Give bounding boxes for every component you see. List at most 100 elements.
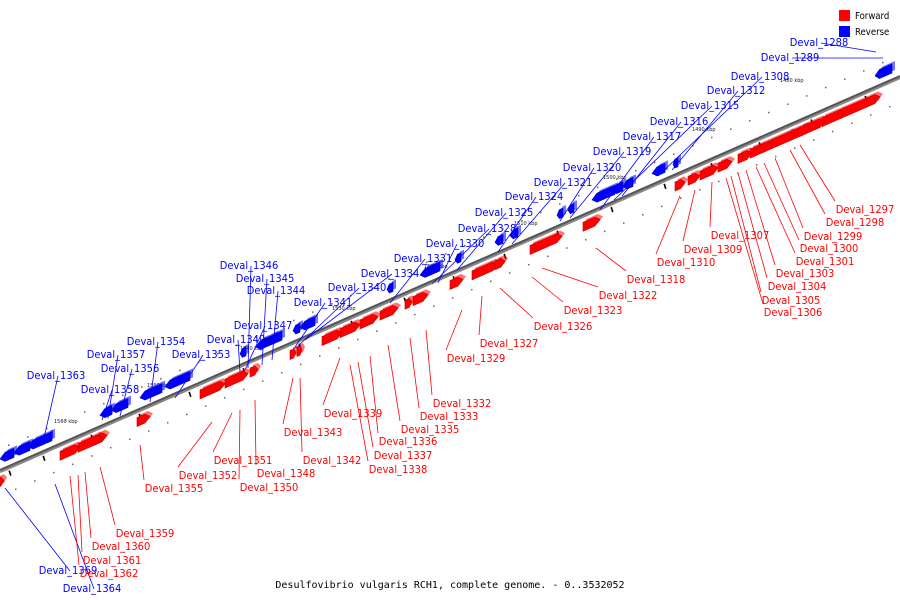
feature-dot [217, 353, 219, 355]
feature-dot [718, 180, 720, 183]
feature-dot [46, 427, 48, 430]
feature-dot [813, 139, 815, 141]
leader-line-reverse [244, 325, 266, 371]
feature-dot [711, 136, 713, 139]
gene-label-forward: Deval_1322 [599, 289, 658, 302]
feature-dot [870, 114, 872, 116]
gene-labels: Deval_1288 Deval_1289 Deval_1308Deval_1312… [27, 36, 895, 595]
gene-arrow-forward-9 [699, 162, 721, 181]
genome-backbone-shadow [0, 76, 900, 474]
gene-arrow-forward-21 [359, 311, 381, 330]
leader-line-reverse [497, 196, 537, 253]
feature-dot [167, 421, 169, 424]
leader-line-reverse [4, 487, 71, 572]
gene-arrow-forward-11 [674, 176, 688, 192]
gene-arrow-forward-16 [494, 255, 508, 271]
feature-dot [224, 397, 226, 399]
feature-dot [34, 480, 36, 482]
gene-label-reverse: Deval_1312 [707, 84, 766, 97]
feature-dot [844, 78, 846, 81]
leader-line-forward [709, 181, 713, 228]
feature-dot [483, 236, 485, 239]
feature-dot [262, 380, 264, 382]
gene-label-reverse: Deval_1330 [426, 237, 485, 250]
feature-dot [585, 238, 587, 241]
gene-arrow-reverse-31 [35, 429, 53, 446]
feature-dot [680, 197, 682, 199]
gene-arrow-forward-33 [0, 474, 7, 487]
gene-label-reverse: Deval_1331 [394, 252, 453, 265]
gene-arrow-forward-7 [737, 147, 755, 164]
gene-arrow-reverse-2 [881, 61, 895, 76]
axis-tick-mark [663, 183, 667, 190]
feature-dot [205, 405, 207, 407]
gene-arrow-reverse-3 [651, 160, 668, 177]
feature-dot [806, 95, 808, 97]
gene-label-reverse: Deval_1369 [39, 564, 98, 577]
leader-line-forward [425, 329, 433, 396]
gene-label-forward: Deval_1337 [374, 449, 433, 462]
gene-label-reverse: Deval_1328 [458, 222, 517, 235]
genome-caption: Desulfovibrio vulgaris RCH1, complete ge… [275, 580, 624, 591]
leader-line-reverse [820, 42, 877, 53]
leader-line-forward [282, 377, 294, 425]
gene-arrow-forward-32 [59, 441, 83, 461]
feature-dot [255, 336, 257, 338]
leader-line-forward [499, 287, 534, 319]
gene-label-reverse: Deval_1315 [681, 99, 740, 112]
gene-label-forward: Deval_1329 [447, 352, 506, 365]
axis-tick-label: 1490 kbp [692, 127, 716, 133]
feature-dot [699, 189, 701, 191]
leader-line-forward [789, 149, 826, 215]
feature-dot [27, 436, 29, 438]
leader-line-reverse [54, 483, 95, 590]
feature-dot [692, 145, 694, 147]
gene-arrow-reverse-15 [386, 279, 396, 294]
feature-dot [642, 214, 644, 216]
gene-label-forward: Deval_1326 [534, 320, 593, 333]
gene-label-forward: Deval_1298 [826, 216, 885, 229]
feature-dot [566, 247, 568, 249]
gene-arrow-reverse-17 [292, 320, 303, 335]
feature-dot [604, 230, 606, 233]
feature-dot [654, 161, 656, 164]
feature-dot [8, 444, 10, 446]
feature-dot [129, 438, 131, 441]
leader-line-forward [77, 474, 83, 553]
leader-line-forward [322, 357, 341, 406]
gene-arrow-reverse-10 [509, 224, 521, 240]
feature-dot [300, 363, 302, 366]
feature-dot [186, 413, 188, 416]
gene-label-forward: Deval_1351 [214, 454, 273, 467]
feature-dot [597, 186, 599, 189]
gene-label-reverse: Deval_1316 [650, 115, 709, 128]
axis-tick-label: 1560 kbp [54, 419, 78, 425]
gene-label-forward: Deval_1323 [564, 304, 623, 317]
gene-label-forward: Deval_1355 [145, 482, 204, 495]
gene-arrow-forward-20 [379, 302, 401, 321]
feature-dot [882, 61, 884, 64]
leader-line-reverse [456, 212, 507, 271]
gene-arrow-reverse-29 [13, 438, 33, 456]
leader-line-forward [357, 361, 374, 448]
feature-dot [832, 130, 834, 133]
gene-label-forward: Deval_1297 [836, 203, 895, 216]
gene-label-forward: Deval_1327 [480, 337, 539, 350]
gene-label-forward: Deval_1300 [800, 242, 859, 255]
gene-arrow-reverse-16 [299, 313, 318, 331]
feature-dot [395, 322, 397, 324]
leader-line-forward [725, 177, 764, 305]
leader-line-forward [655, 195, 681, 255]
leader-line-forward [799, 144, 836, 202]
gene-arrow-reverse-26 [117, 395, 131, 411]
legend-forward-swatch [839, 10, 850, 21]
gene-label-forward: Deval_1348 [257, 467, 316, 480]
feature-dot [490, 280, 492, 283]
axis-tick-mark [8, 470, 12, 476]
leader-line-forward [774, 157, 804, 229]
gene-label-reverse: Deval_1344 [247, 284, 306, 297]
gene-label-reverse: Deval_1364 [63, 582, 122, 595]
gene-label-forward: Deval_1339 [324, 407, 383, 420]
leader-line-reverse [304, 273, 393, 341]
gene-arrow-reverse-28 [0, 445, 17, 462]
